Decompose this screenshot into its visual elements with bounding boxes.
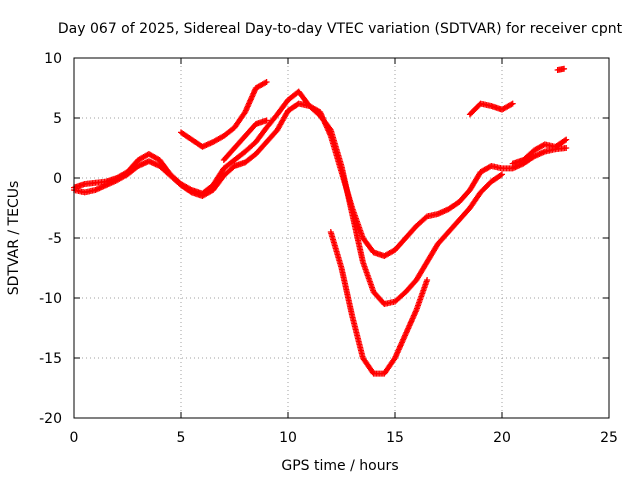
- y-tick-label: -10: [39, 291, 62, 307]
- y-tick-label: -20: [39, 411, 62, 427]
- axis-ticks: 0 5 10 15 20 25 -20 -15 -10 -5 0 5 10: [39, 51, 618, 446]
- data-point: [263, 79, 270, 85]
- y-tick-label: 10: [44, 51, 62, 67]
- data-point: [187, 186, 194, 193]
- chart-title: Day 067 of 2025, Sidereal Day-to-day VTE…: [58, 21, 623, 37]
- data-point: [263, 117, 270, 124]
- data-point: [326, 125, 333, 132]
- x-tick-label: 15: [386, 430, 404, 446]
- y-tick-label: -15: [39, 351, 62, 367]
- x-tick-label: 20: [493, 430, 511, 446]
- data-point: [262, 79, 269, 86]
- data-point: [497, 172, 504, 179]
- data-point: [424, 277, 431, 283]
- x-tick-label: 10: [279, 430, 297, 446]
- y-tick-label: 5: [53, 111, 62, 127]
- data-point: [509, 100, 516, 107]
- data-points: [71, 65, 570, 377]
- y-tick-label: 0: [53, 171, 62, 187]
- y-tick-label: -5: [48, 231, 62, 247]
- data-point: [561, 65, 568, 72]
- data-point: [562, 137, 569, 144]
- x-tick-label: 5: [177, 430, 186, 446]
- data-point: [563, 136, 570, 143]
- x-tick-label: 0: [70, 430, 79, 446]
- data-point: [508, 101, 515, 108]
- x-axis-label: GPS time / hours: [281, 458, 398, 474]
- y-axis-label: SDTVAR / TECUs: [6, 181, 22, 296]
- grid: [74, 58, 609, 418]
- x-tick-label: 25: [600, 430, 618, 446]
- data-point: [563, 145, 570, 151]
- data-point: [499, 171, 505, 178]
